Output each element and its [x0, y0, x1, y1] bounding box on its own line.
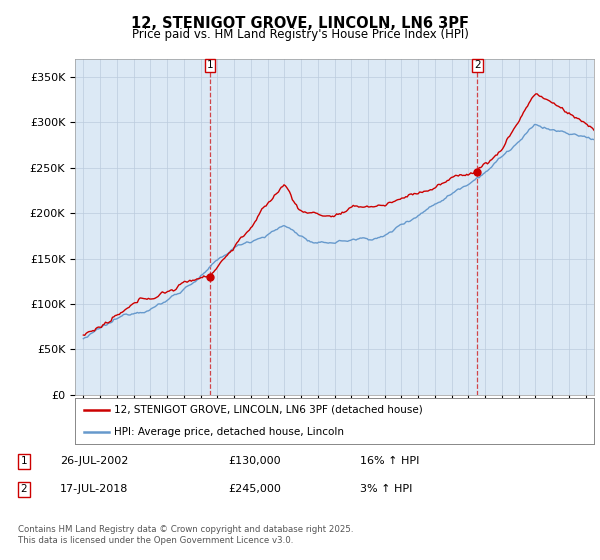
Text: 2: 2: [474, 60, 481, 71]
Text: 3% ↑ HPI: 3% ↑ HPI: [360, 484, 412, 494]
Text: 2: 2: [20, 484, 28, 494]
Text: HPI: Average price, detached house, Lincoln: HPI: Average price, detached house, Linc…: [114, 427, 344, 437]
Text: 12, STENIGOT GROVE, LINCOLN, LN6 3PF (detached house): 12, STENIGOT GROVE, LINCOLN, LN6 3PF (de…: [114, 405, 422, 415]
Text: Price paid vs. HM Land Registry's House Price Index (HPI): Price paid vs. HM Land Registry's House …: [131, 28, 469, 41]
Text: 1: 1: [207, 60, 214, 71]
Text: 12, STENIGOT GROVE, LINCOLN, LN6 3PF: 12, STENIGOT GROVE, LINCOLN, LN6 3PF: [131, 16, 469, 31]
Text: 26-JUL-2002: 26-JUL-2002: [60, 456, 128, 466]
Text: £130,000: £130,000: [228, 456, 281, 466]
Text: Contains HM Land Registry data © Crown copyright and database right 2025.
This d: Contains HM Land Registry data © Crown c…: [18, 525, 353, 545]
Text: 16% ↑ HPI: 16% ↑ HPI: [360, 456, 419, 466]
Text: 1: 1: [20, 456, 28, 466]
Text: £245,000: £245,000: [228, 484, 281, 494]
Text: 17-JUL-2018: 17-JUL-2018: [60, 484, 128, 494]
